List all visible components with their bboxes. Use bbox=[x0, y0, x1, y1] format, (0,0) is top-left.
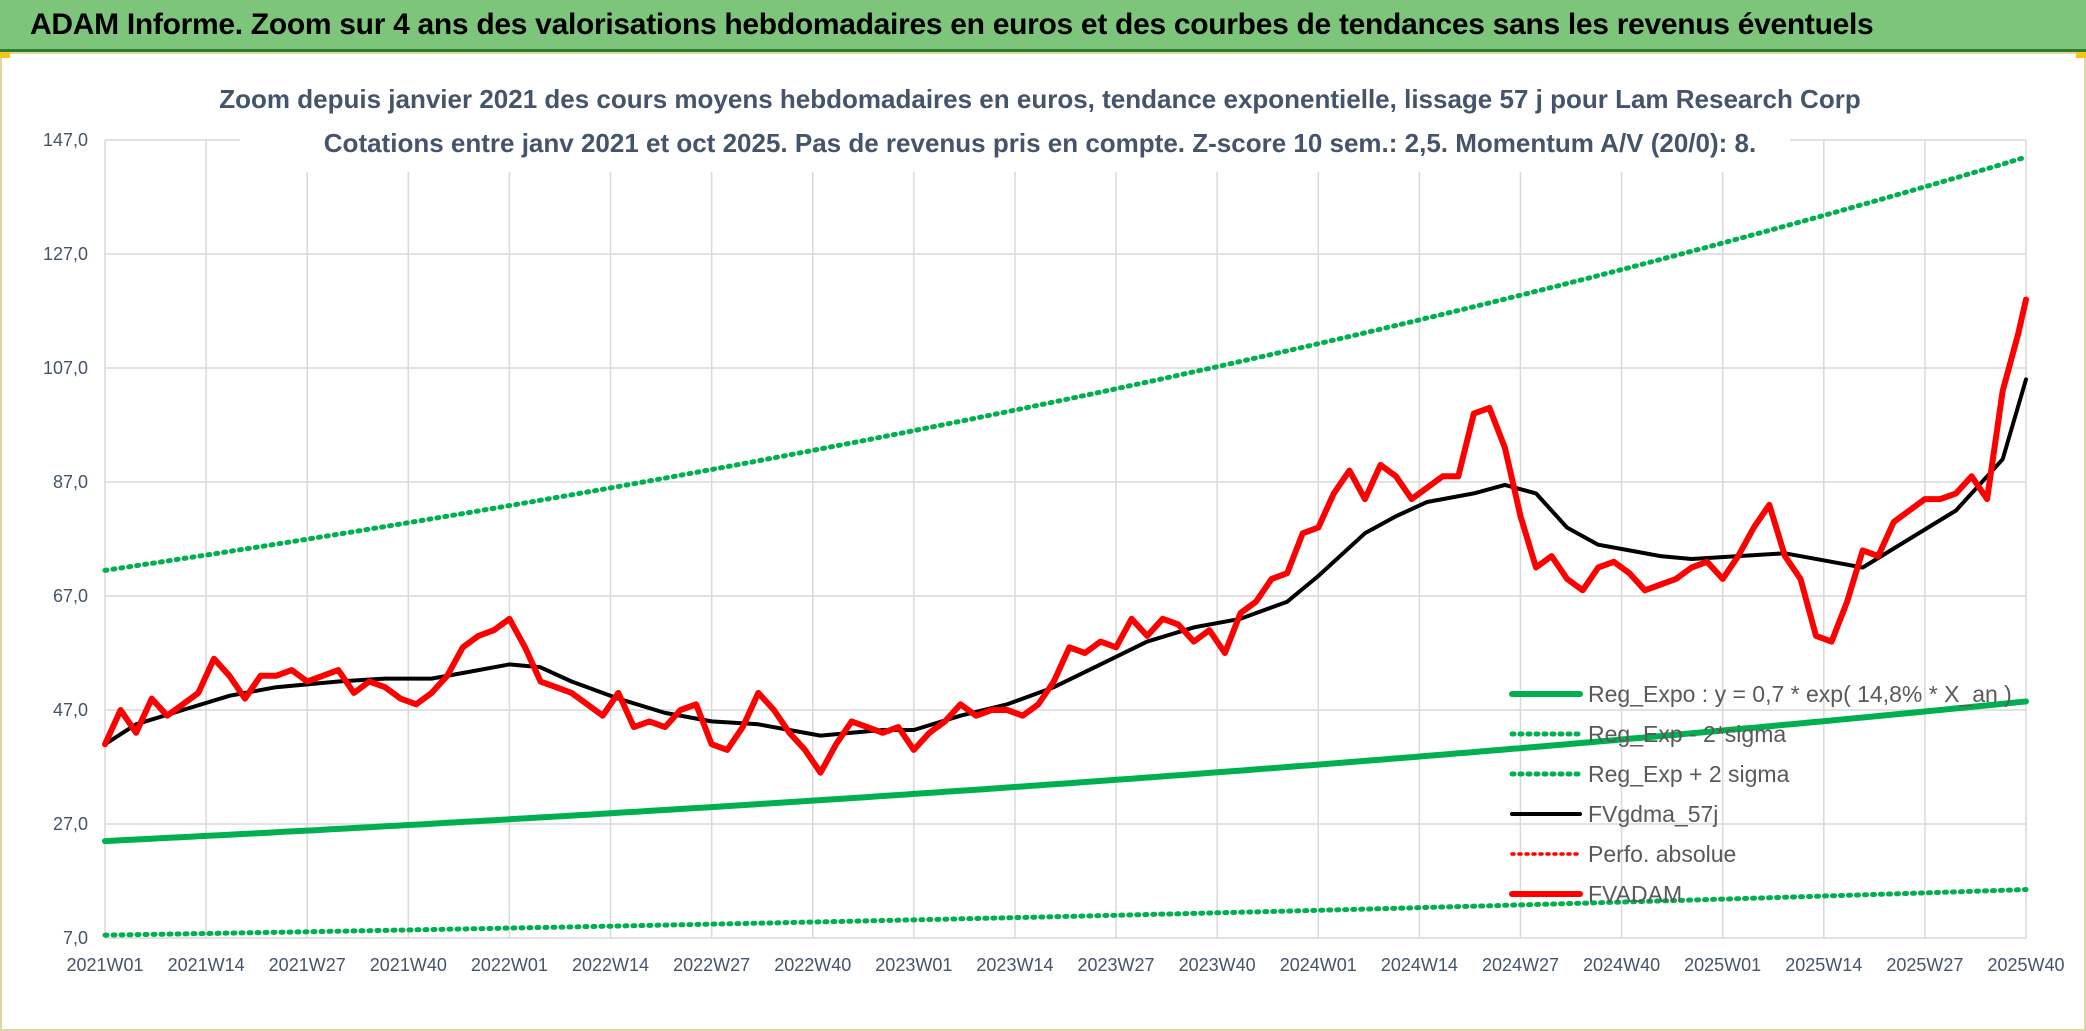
x-tick-label: 2023W14 bbox=[976, 955, 1053, 975]
series-layer bbox=[102, 154, 2029, 938]
x-tick-label: 2025W14 bbox=[1785, 955, 1862, 975]
x-tick-label: 2021W01 bbox=[66, 955, 143, 975]
y-tick-label: 7,0 bbox=[63, 928, 88, 948]
corner-mark-right bbox=[2076, 52, 2086, 58]
x-tick-label: 2025W40 bbox=[1987, 955, 2064, 975]
y-tick-label: 107,0 bbox=[43, 358, 88, 378]
legend-label: FVADAM bbox=[1588, 881, 1682, 907]
chart-title: Zoom depuis janvier 2021 des cours moyen… bbox=[219, 84, 1860, 114]
x-tick-label: 2021W14 bbox=[168, 955, 245, 975]
x-tick-label: 2025W27 bbox=[1886, 955, 1963, 975]
legend-label: Perfo. absolue bbox=[1588, 841, 1736, 867]
y-axis: 147,0 127,0 107,0 87,0 67,0 47,0 27,0 7,0 bbox=[43, 130, 88, 948]
corner-mark-left bbox=[0, 52, 10, 58]
x-tick-label: 2024W14 bbox=[1381, 955, 1458, 975]
y-tick-label: 47,0 bbox=[53, 700, 88, 720]
x-tick-label: 2024W01 bbox=[1280, 955, 1357, 975]
y-tick-label: 147,0 bbox=[43, 130, 88, 150]
banner-title: ADAM Informe. Zoom sur 4 ans des valoris… bbox=[30, 8, 1874, 41]
series-line-fvgdma-57j bbox=[103, 377, 2028, 747]
x-tick-label: 2024W27 bbox=[1482, 955, 1559, 975]
series-line-reg-exp bbox=[102, 154, 2029, 573]
chart-frame bbox=[0, 52, 2086, 1031]
y-tick-label: 27,0 bbox=[53, 814, 88, 834]
x-axis: 2021W01 2021W14 2021W27 2021W40 2022W01 2022W… bbox=[66, 955, 2064, 975]
legend: Reg_Expo : y = 0,7 * exp( 14,8% * X_an )… bbox=[1509, 681, 2012, 907]
series-line-reg-expo bbox=[102, 698, 2029, 845]
banner: ADAM Informe. Zoom sur 4 ans des valoris… bbox=[0, 0, 2086, 52]
title-background bbox=[240, 70, 1790, 172]
legend-label: Reg_Expo : y = 0,7 * exp( 14,8% * X_an ) bbox=[1588, 681, 2012, 707]
legend-label: Reg_Exp + 2 sigma bbox=[1588, 761, 1790, 787]
x-tick-label: 2024W40 bbox=[1583, 955, 1660, 975]
y-tick-label: 127,0 bbox=[43, 244, 88, 264]
legend-label: FVgdma_57j bbox=[1588, 801, 1718, 827]
x-tick-label: 2022W14 bbox=[572, 955, 649, 975]
x-tick-label: 2021W27 bbox=[269, 955, 346, 975]
x-tick-label: 2021W40 bbox=[370, 955, 447, 975]
y-tick-label: 67,0 bbox=[53, 586, 88, 606]
y-tick-label: 87,0 bbox=[53, 472, 88, 492]
series-line-reg-exp bbox=[102, 887, 2029, 938]
chart-subtitle: Cotations entre janv 2021 et oct 2025. P… bbox=[324, 128, 1756, 158]
legend-label: Reg_Exp - 2*sigma bbox=[1588, 721, 1786, 747]
x-tick-label: 2023W01 bbox=[875, 955, 952, 975]
x-tick-label: 2022W40 bbox=[774, 955, 851, 975]
x-tick-label: 2023W40 bbox=[1179, 955, 1256, 975]
x-tick-label: 2025W01 bbox=[1684, 955, 1761, 975]
grid-layer bbox=[104, 139, 2027, 939]
x-tick-label: 2023W27 bbox=[1078, 955, 1155, 975]
x-tick-label: 2022W01 bbox=[471, 955, 548, 975]
x-tick-label: 2022W27 bbox=[673, 955, 750, 975]
series-line-fvadam bbox=[102, 296, 2029, 776]
